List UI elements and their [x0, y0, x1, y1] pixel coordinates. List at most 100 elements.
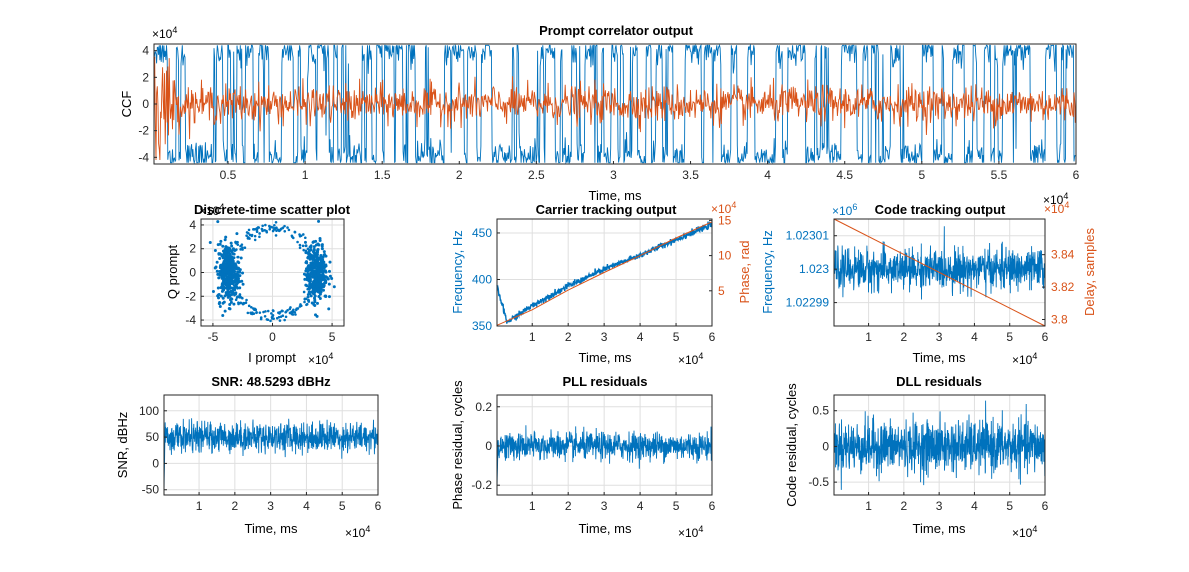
scatter-point	[232, 273, 235, 276]
scatter-point	[263, 314, 267, 318]
pll-xtick-label: 4	[637, 499, 644, 513]
scatter-point	[309, 248, 313, 252]
carrier-series-layer	[496, 220, 713, 326]
snr-xtick-label: 6	[375, 499, 382, 513]
scatter-point	[302, 233, 305, 236]
code-xtick-label: 6	[1042, 330, 1049, 344]
scatter-point	[306, 295, 310, 299]
scatter-point	[235, 296, 239, 299]
dll-x-exponent: ×104	[1012, 524, 1037, 540]
scatter-point	[249, 311, 252, 315]
snr-yticks: 100 50 0 -50	[139, 404, 167, 497]
scatter-point	[316, 267, 319, 271]
code-yticks-left: 1.02301 1.023 1.02299	[786, 229, 837, 310]
scatter-point	[213, 248, 217, 252]
scatter-point	[231, 292, 235, 295]
code-xticks: 1 2 3 4 5 6	[865, 323, 1049, 344]
scatter-point	[253, 308, 256, 312]
scatter-point	[291, 313, 295, 316]
code-xtick-label: 5	[1006, 330, 1013, 344]
carrier-ytick-label: 10	[718, 249, 732, 263]
prompt-correlator-panel: Prompt correlator output 4 2 0 -2 -4 0.5 1 1.5…	[119, 23, 1080, 207]
scatter-point	[318, 292, 322, 296]
scatter-point	[273, 223, 276, 227]
code-ylabel-right: Delay, samples	[1082, 228, 1097, 316]
scatter-point	[307, 285, 310, 288]
scatter-point	[234, 283, 238, 287]
scatter-point	[237, 261, 241, 265]
carrier-x-exponent: ×104	[678, 351, 703, 367]
dll-xtick-label: 6	[1042, 499, 1049, 513]
scatter-point	[227, 281, 230, 285]
scatter-point	[218, 256, 222, 260]
scatter-point	[268, 227, 271, 231]
scatter-point	[232, 302, 236, 306]
prompt-xtick-label: 3.5	[682, 168, 699, 182]
dll-xtick-label: 2	[901, 499, 908, 513]
pll-ytick-label: 0.2	[475, 400, 492, 414]
code-ylabel-left: Frequency, Hz	[760, 230, 775, 314]
scatter-points-layer	[208, 219, 336, 323]
scatter-point	[308, 258, 312, 261]
scatter-point	[228, 303, 232, 307]
scatter-point	[243, 301, 246, 305]
scatter-point	[234, 241, 237, 244]
scatter-point	[229, 297, 233, 301]
prompt-yticks: 4 2 0 -2 -4	[138, 44, 157, 164]
scatter-point	[229, 300, 233, 304]
prompt-xlabel: Time, ms	[589, 188, 642, 203]
scatter-point	[303, 240, 307, 244]
scatter-point	[225, 285, 229, 288]
scatter-point	[253, 238, 257, 242]
scatter-point	[306, 247, 310, 251]
scatter-point	[316, 256, 320, 260]
scatter-point	[227, 249, 231, 253]
scatter-point	[232, 267, 236, 271]
scatter-point	[216, 294, 220, 298]
carrier-yticks-right: 15 10 5	[709, 213, 732, 298]
scatter-point	[241, 248, 244, 251]
prompt-xtick-label: 1	[302, 168, 309, 182]
scatter-point	[320, 244, 324, 248]
scatter-point	[315, 314, 319, 318]
scatter-point	[243, 246, 247, 250]
scatter-point	[266, 309, 270, 313]
scatter-point	[283, 318, 286, 322]
scatter-point	[218, 266, 222, 270]
scatter-point	[278, 228, 282, 232]
scatter-xlabel: I prompt	[248, 350, 296, 365]
carrier-frequency-series	[496, 220, 713, 324]
scatter-point	[313, 296, 317, 300]
scatter-point	[219, 294, 223, 298]
scatter-point	[274, 234, 278, 237]
pll-xtick-label: 6	[709, 499, 716, 513]
carrier-ytick-label: 350	[472, 319, 492, 333]
scatter-point	[324, 278, 328, 282]
code-series-layer	[833, 218, 1046, 327]
scatter-point	[313, 273, 317, 277]
scatter-point	[218, 271, 222, 275]
scatter-point	[240, 243, 244, 246]
code-right-exponent: ×104	[1044, 200, 1069, 216]
scatter-point	[308, 275, 312, 279]
scatter-ytick-label: 0	[189, 266, 196, 280]
scatter-point	[319, 254, 323, 258]
scatter-point	[283, 224, 286, 228]
scatter-point	[258, 235, 261, 239]
dll-panel: 0.5 0 -0.5 1 2 3 4 5 6 DLL residuals ×104 Code …	[784, 374, 1049, 540]
scatter-point	[241, 282, 245, 286]
scatter-point	[255, 230, 259, 234]
scatter-point	[217, 276, 221, 280]
scatter-point	[221, 244, 225, 248]
scatter-point	[236, 255, 240, 259]
prompt-xticks: 0.5 1 1.5 2 2.5 3 3.5 4 4.5 5 5.5 6	[220, 161, 1080, 182]
scatter-point	[309, 244, 313, 247]
snr-xtick-label: 5	[339, 499, 346, 513]
dll-title: DLL residuals	[896, 374, 982, 389]
snr-ytick-label: 0	[152, 456, 159, 470]
scatter-point	[309, 254, 312, 257]
scatter-point	[286, 226, 289, 229]
scatter-point	[226, 246, 230, 250]
scatter-point	[313, 253, 317, 257]
